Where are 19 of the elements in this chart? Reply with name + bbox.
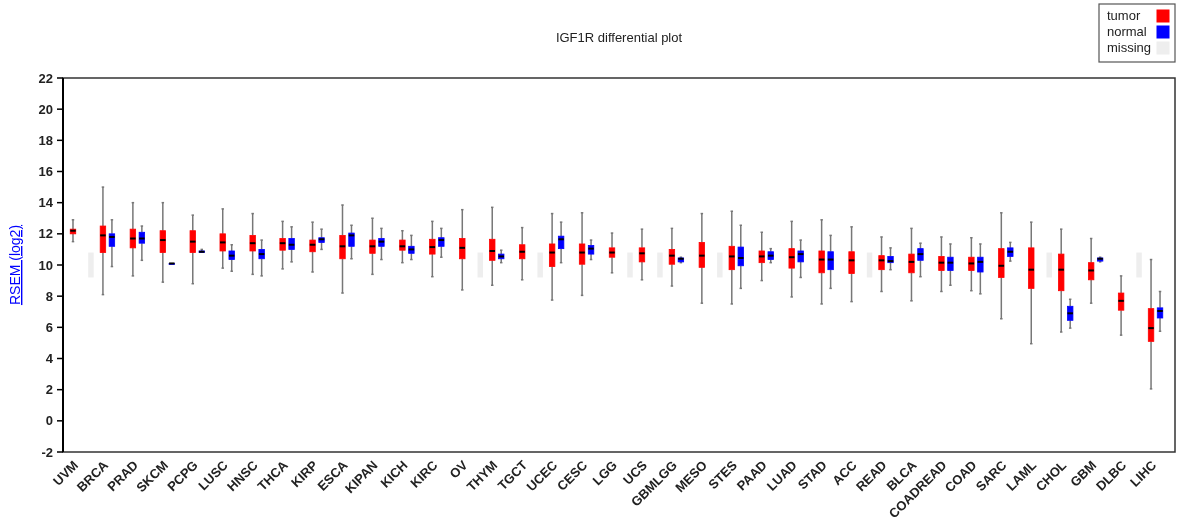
y-tick-label: 6	[45, 319, 53, 335]
y-tick-label: 10	[38, 257, 53, 273]
y-tick-label: 4	[45, 351, 54, 367]
y-tick-label: 14	[38, 195, 54, 211]
chart-title: IGF1R differential plot	[555, 30, 683, 45]
legend-label: missing	[1107, 40, 1152, 55]
y-tick-label: 12	[38, 226, 53, 242]
y-tick-label: -2	[41, 444, 53, 460]
y-axis-title: RSEM (log2)	[7, 224, 23, 306]
y-tick-label: 18	[38, 132, 53, 148]
y-tick-label: 0	[45, 413, 53, 429]
y-tick-label: 2	[45, 382, 53, 398]
y-tick-label: 8	[45, 288, 53, 304]
x-tick-label: OV	[446, 457, 471, 482]
y-tick-label: 20	[38, 101, 53, 117]
legend-label: tumor	[1107, 8, 1141, 23]
y-tick-label: 16	[38, 164, 53, 180]
legend-label: normal	[1107, 24, 1147, 39]
y-tick-label: 22	[38, 70, 53, 86]
